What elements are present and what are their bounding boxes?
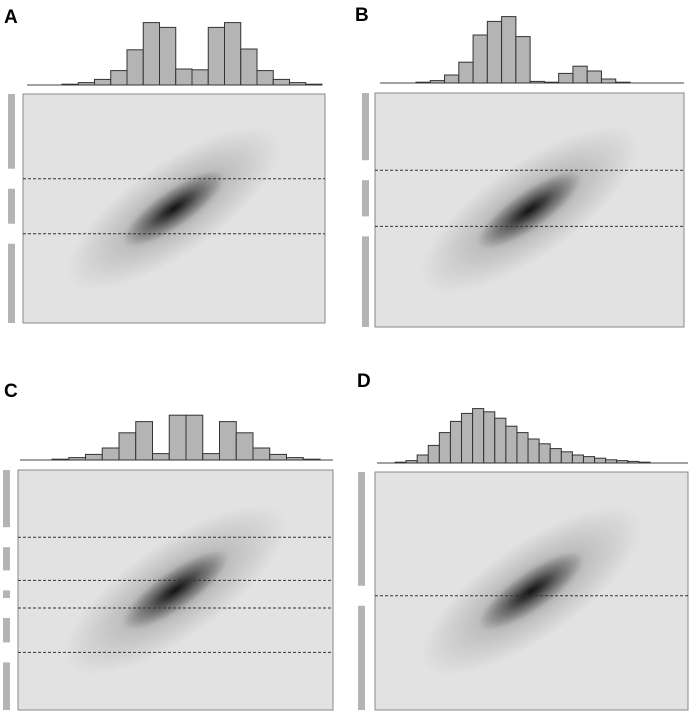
- density-core: [123, 170, 225, 247]
- hist-bar: [494, 417, 507, 464]
- hist-bar: [444, 74, 460, 84]
- hist-bar: [538, 443, 551, 464]
- range-bar: [3, 470, 10, 528]
- range-bar: [3, 547, 10, 571]
- hist-bar: [472, 408, 485, 464]
- hist-bar: [616, 460, 629, 464]
- hist-bar: [85, 453, 103, 461]
- hist-bar: [429, 80, 446, 84]
- hist-bar: [405, 460, 418, 464]
- hist-bar: [438, 432, 451, 464]
- panel-label: C: [4, 381, 18, 402]
- hist-bar: [615, 81, 631, 84]
- hist-bar: [458, 61, 474, 84]
- range-bar: [358, 472, 365, 586]
- hist-bar: [527, 438, 540, 464]
- hist-bar: [235, 432, 254, 461]
- hist-bar: [627, 460, 640, 464]
- range-bar: [8, 188, 15, 224]
- hist-bar: [558, 72, 574, 84]
- hist-bar: [638, 461, 651, 464]
- hist-bar: [600, 78, 617, 84]
- hist-bar: [168, 414, 187, 461]
- density-core: [122, 550, 229, 630]
- hist-bar: [449, 420, 463, 464]
- hist-bar: [516, 432, 529, 464]
- hist-bar: [272, 78, 290, 86]
- hist-bar: [582, 456, 596, 464]
- hist-bar: [305, 83, 323, 86]
- hist-bar: [135, 421, 153, 461]
- hist-bar: [219, 421, 237, 461]
- hist-bar: [94, 78, 112, 86]
- hist-bar: [472, 34, 488, 84]
- density-core: [479, 551, 584, 631]
- hist-bar: [416, 454, 429, 464]
- hist-bar: [560, 451, 573, 464]
- density-core: [477, 171, 582, 249]
- hist-bar: [269, 453, 287, 461]
- hist-bar: [543, 81, 560, 84]
- hist-bar: [529, 80, 545, 84]
- hist-bar: [605, 459, 618, 464]
- hist-bar: [415, 81, 431, 84]
- hist-bar: [110, 70, 128, 86]
- hist-bar: [207, 26, 225, 86]
- hist-bar: [572, 65, 588, 84]
- hist-bar: [483, 411, 496, 464]
- hist-bar: [77, 82, 95, 86]
- hist-bar: [152, 453, 170, 461]
- hist-bar: [175, 68, 193, 86]
- range-bar: [3, 662, 10, 710]
- hist-bar: [101, 447, 120, 461]
- hist-bar: [515, 36, 531, 84]
- hist-bar: [549, 448, 562, 464]
- panel-label: B: [355, 5, 369, 26]
- range-bar: [362, 180, 369, 217]
- hist-bar: [51, 458, 70, 461]
- hist-bar: [461, 412, 474, 464]
- hist-bar: [586, 70, 602, 84]
- hist-bar: [61, 83, 79, 86]
- hist-bar: [202, 453, 220, 461]
- hist-bar: [505, 425, 518, 464]
- panel-label: D: [357, 371, 371, 392]
- hist-bar: [501, 16, 517, 84]
- hist-bar: [240, 48, 258, 86]
- hist-bar: [571, 454, 584, 464]
- panel-label: A: [4, 7, 18, 28]
- hist-bar: [252, 447, 271, 461]
- range-bar: [8, 243, 15, 323]
- hist-bar: [394, 461, 407, 464]
- hist-bar: [302, 458, 321, 461]
- range-bar: [3, 618, 10, 643]
- hist-bar: [185, 414, 204, 461]
- hist-bar: [142, 22, 160, 86]
- range-bar: [358, 605, 365, 710]
- hist-bar: [224, 22, 242, 86]
- hist-bar: [118, 432, 137, 461]
- hist-bar: [486, 20, 503, 84]
- hist-bar: [256, 70, 274, 86]
- hist-bar: [289, 82, 307, 86]
- hist-bar: [286, 457, 304, 461]
- hist-bar: [126, 49, 144, 86]
- range-bar: [362, 236, 369, 327]
- range-bar: [362, 93, 369, 161]
- hist-bar: [427, 444, 440, 464]
- hist-bar: [159, 26, 177, 86]
- range-bar: [8, 94, 15, 169]
- hist-bar: [191, 69, 209, 86]
- range-bar: [3, 590, 10, 598]
- hist-bar: [594, 457, 607, 464]
- hist-bar: [68, 457, 86, 461]
